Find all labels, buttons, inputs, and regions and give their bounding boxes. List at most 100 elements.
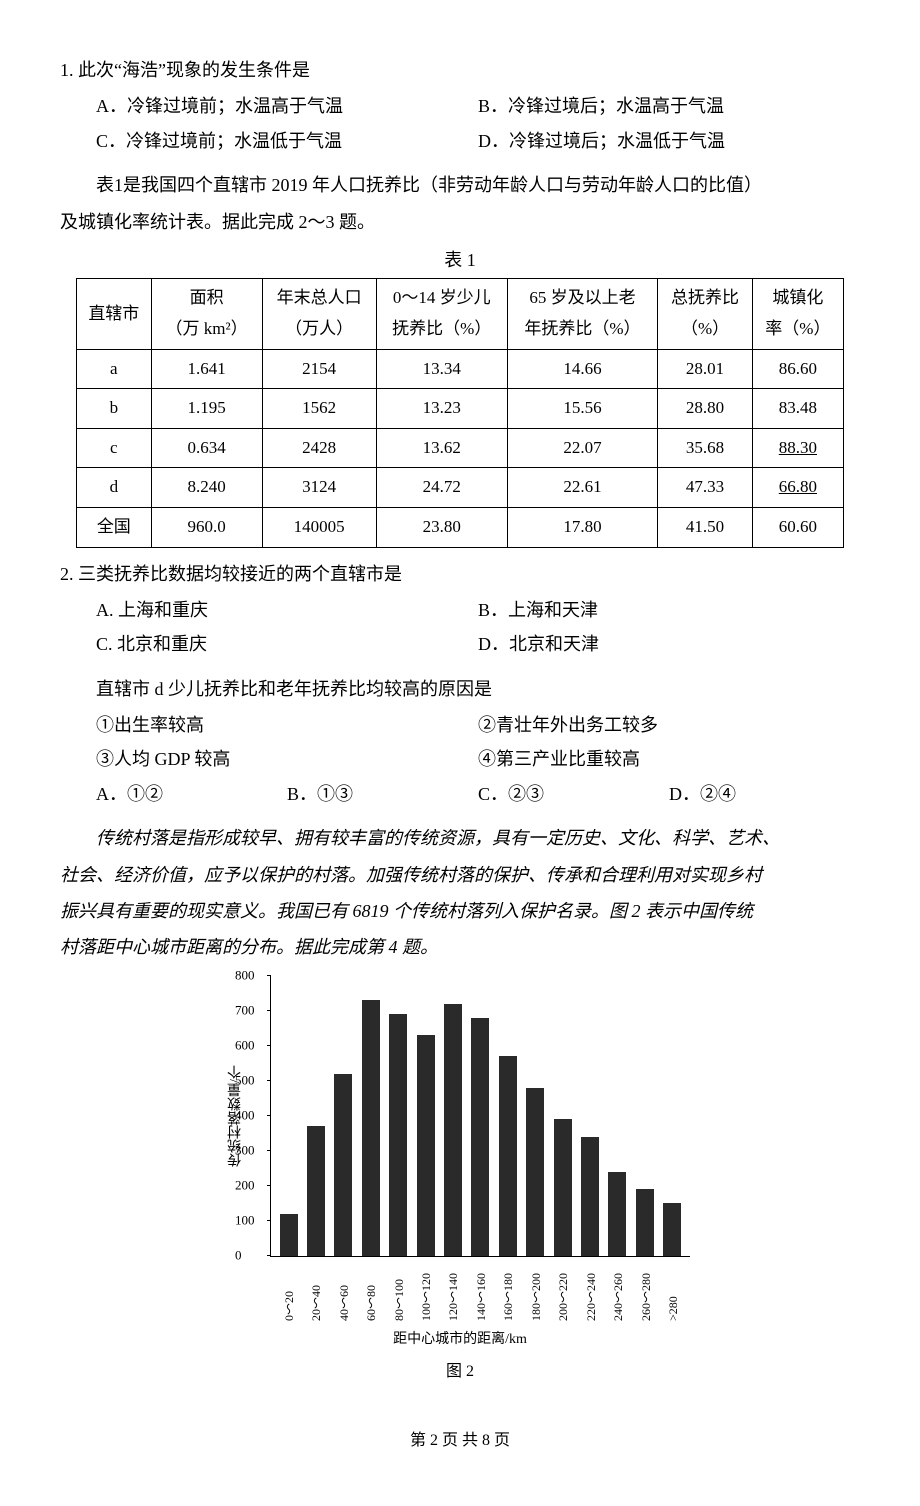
- table-cell: 13.34: [376, 349, 507, 389]
- q1-opt-d: D．冷锋过境后；水温低于气温: [478, 125, 860, 157]
- q3-item-4: ④第三产业比重较高: [478, 743, 860, 775]
- question-3: 直辖市 d 少儿抚养比和老年抚养比均较高的原因是 ①出生率较高 ②青壮年外出务工…: [60, 673, 860, 811]
- x-labels: 0～2020～4040～6060～8080～100100～120120～1401…: [270, 1261, 690, 1321]
- bar: [581, 1137, 599, 1256]
- q2-opt-d: D．北京和天津: [478, 628, 860, 660]
- y-tick-label: 300: [235, 1139, 255, 1162]
- bar: [280, 1214, 298, 1256]
- table-cell: 41.50: [658, 507, 752, 547]
- table-row: b1.195156213.2315.5628.8083.48: [77, 389, 844, 429]
- table-cell: 14.66: [507, 349, 658, 389]
- table-cell: 960.0: [151, 507, 262, 547]
- table-header-cell: 年末总人口（万人）: [262, 279, 376, 349]
- table-cell: 22.07: [507, 428, 658, 468]
- table-cell: 1.641: [151, 349, 262, 389]
- q3-item-2: ②青壮年外出务工较多: [478, 709, 860, 741]
- y-tick-label: 700: [235, 999, 255, 1022]
- q3-opt-d: D．②④: [669, 778, 860, 810]
- bar: [499, 1056, 517, 1256]
- y-tick-label: 0: [235, 1244, 242, 1267]
- y-tick-label: 200: [235, 1174, 255, 1197]
- table-1: 直辖市面积（万 km²）年末总人口（万人）0～14 岁少儿抚养比（%）65 岁及…: [76, 278, 844, 547]
- x-tick-label: 0～20: [279, 1261, 297, 1321]
- x-axis-label: 距中心城市的距离/km: [230, 1327, 690, 1352]
- x-tick-label: 240～260: [608, 1261, 626, 1321]
- table-cell: c: [77, 428, 152, 468]
- bar: [471, 1018, 489, 1256]
- x-tick-label: >280: [663, 1261, 681, 1321]
- table-cell: 13.62: [376, 428, 507, 468]
- table-cell: 28.80: [658, 389, 752, 429]
- table-header-row: 直辖市面积（万 km²）年末总人口（万人）0～14 岁少儿抚养比（%）65 岁及…: [77, 279, 844, 349]
- x-tick-label: 160～180: [498, 1261, 516, 1321]
- y-tick-label: 500: [235, 1069, 255, 1092]
- bar: [307, 1126, 325, 1256]
- q1-opt-a: A．冷锋过境前；水温高于气温: [60, 90, 478, 122]
- table-cell: 47.33: [658, 468, 752, 508]
- table-row: a1.641215413.3414.6628.0186.60: [77, 349, 844, 389]
- table-cell: 22.61: [507, 468, 658, 508]
- x-tick-label: 120～140: [443, 1261, 461, 1321]
- q3-item-1: ①出生率较高: [60, 709, 478, 741]
- table-cell: 3124: [262, 468, 376, 508]
- q1-stem: 1. 此次“海浩”现象的发生条件是: [60, 54, 860, 86]
- bar: [663, 1203, 681, 1256]
- x-tick-label: 200～220: [553, 1261, 571, 1321]
- q2-num: 2.: [60, 564, 74, 584]
- table-cell: a: [77, 349, 152, 389]
- intro2-line2: 及城镇化率统计表。据此完成 2～3 题。: [60, 206, 860, 238]
- table-cell: 2428: [262, 428, 376, 468]
- intro4-p4: 村落距中心城市距离的分布。据此完成第 4 题。: [60, 931, 860, 963]
- q2-opt-b: B．上海和天津: [478, 594, 860, 626]
- table-cell: 2154: [262, 349, 376, 389]
- table-header-cell: 0～14 岁少儿抚养比（%）: [376, 279, 507, 349]
- q2-opt-a: A. 上海和重庆: [60, 594, 478, 626]
- intro2-line1: 表1是我国四个直辖市 2019 年人口抚养比（非劳动年龄人口与劳动年龄人口的比值…: [60, 169, 860, 201]
- table-cell: 35.68: [658, 428, 752, 468]
- x-tick-label: 80～100: [389, 1261, 407, 1321]
- table-row: d8.240312424.7222.6147.3366.80: [77, 468, 844, 508]
- x-tick-label: 140～160: [471, 1261, 489, 1321]
- bar: [608, 1172, 626, 1256]
- table-header-cell: 直辖市: [77, 279, 152, 349]
- table-cell: 140005: [262, 507, 376, 547]
- table-row: 全国960.014000523.8017.8041.5060.60: [77, 507, 844, 547]
- table-header-cell: 总抚养比（%）: [658, 279, 752, 349]
- q1-opt-c: C．冷锋过境前；水温低于气温: [60, 125, 478, 157]
- table-cell: 24.72: [376, 468, 507, 508]
- table-cell: 66.80: [752, 468, 843, 508]
- q3-stem: 直辖市 d 少儿抚养比和老年抚养比均较高的原因是: [60, 673, 860, 705]
- table-cell: d: [77, 468, 152, 508]
- bar: [389, 1014, 407, 1256]
- table-row: c0.634242813.6222.0735.6888.30: [77, 428, 844, 468]
- y-tick-label: 100: [235, 1209, 255, 1232]
- q1-num: 1.: [60, 60, 74, 80]
- bar: [362, 1000, 380, 1256]
- y-tick-label: 600: [235, 1034, 255, 1057]
- bar: [636, 1189, 654, 1256]
- intro4-p3: 振兴具有重要的现实意义。我国已有 6819 个传统村落列入保护名录。图 2 表示…: [60, 895, 860, 927]
- x-tick-label: 40～60: [334, 1261, 352, 1321]
- figure-2: 传统村落数量/个 0100200300400500600700800 0～202…: [230, 976, 690, 1387]
- table-cell: 1.195: [151, 389, 262, 429]
- table-cell: 17.80: [507, 507, 658, 547]
- y-tick-label: 800: [235, 964, 255, 987]
- table-cell: 28.01: [658, 349, 752, 389]
- x-tick-label: 220～240: [581, 1261, 599, 1321]
- table-cell: 86.60: [752, 349, 843, 389]
- table-cell: 23.80: [376, 507, 507, 547]
- y-tick-label: 400: [235, 1104, 255, 1127]
- x-tick-label: 20～40: [306, 1261, 324, 1321]
- q3-opt-a: A．①②: [60, 778, 287, 810]
- x-tick-label: 60～80: [361, 1261, 379, 1321]
- table-cell: 88.30: [752, 428, 843, 468]
- bar: [334, 1074, 352, 1256]
- q3-item-3: ③人均 GDP 较高: [60, 743, 478, 775]
- bar: [444, 1004, 462, 1256]
- figure-caption: 图 2: [230, 1358, 690, 1387]
- table1-caption: 表 1: [60, 244, 860, 276]
- table-cell: 1562: [262, 389, 376, 429]
- question-1: 1. 此次“海浩”现象的发生条件是 A．冷锋过境前；水温高于气温 B．冷锋过境后…: [60, 54, 860, 157]
- q1-stem-text: 此次“海浩”现象的发生条件是: [78, 60, 310, 80]
- bars-container: [271, 976, 690, 1256]
